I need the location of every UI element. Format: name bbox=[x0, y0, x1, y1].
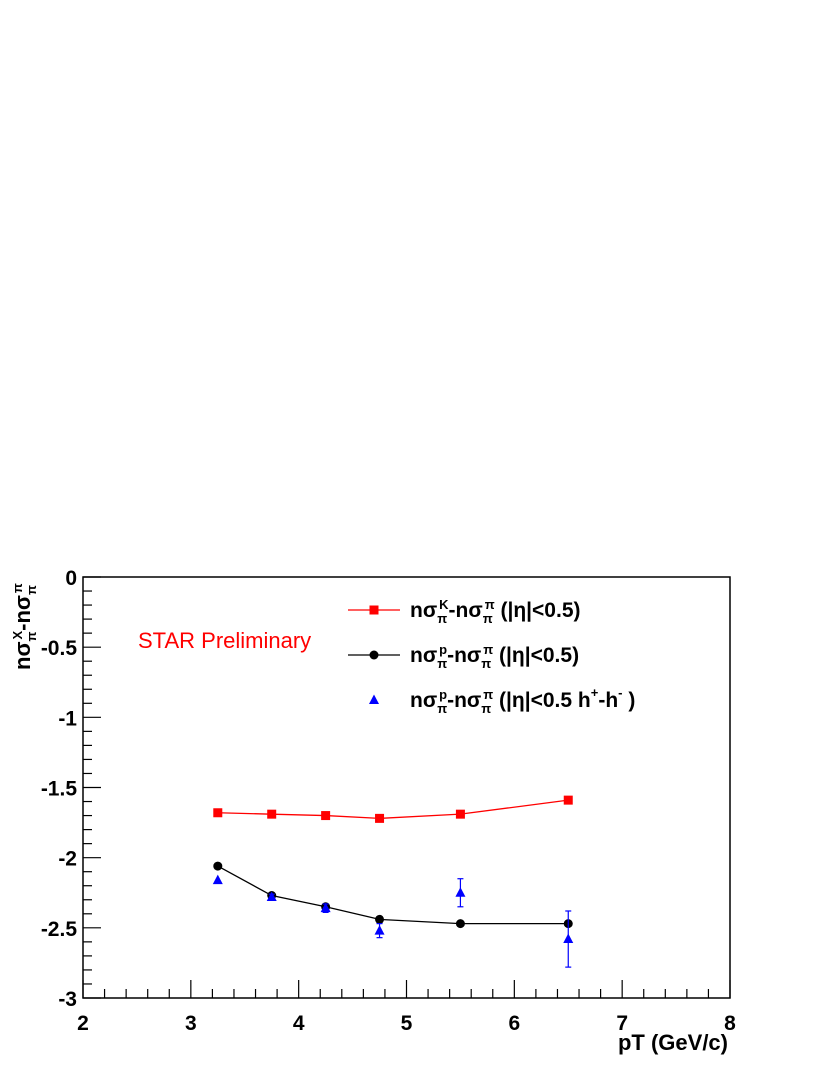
x-tick-labels: 2 3 4 5 6 7 8 bbox=[77, 1012, 736, 1035]
data-point bbox=[455, 919, 465, 929]
data-point bbox=[374, 925, 385, 935]
y-tick-label: -3 bbox=[58, 988, 77, 1011]
y-tick-labels: 0 -0.5 -1 -1.5 -2 -2.5 -3 bbox=[41, 567, 78, 1011]
x-axis-title: pT (GeV/c) bbox=[618, 1030, 728, 1055]
data-point bbox=[213, 808, 223, 818]
y-tick-label: -1.5 bbox=[41, 778, 78, 801]
y-tick-label: -2 bbox=[58, 848, 77, 871]
series-2 bbox=[213, 861, 573, 929]
legend-entry-3: nσπp-nσππ (|η|<0.5 h+-h- ) bbox=[369, 685, 635, 716]
x-tick-label: 8 bbox=[724, 1012, 736, 1035]
legend-marker bbox=[369, 650, 379, 660]
data-point bbox=[212, 874, 223, 885]
data-point bbox=[321, 811, 331, 821]
x-tick-label: 3 bbox=[185, 1012, 197, 1035]
y-tick-label: 0 bbox=[65, 567, 77, 590]
y-axis-title: nσπX-nσππ bbox=[10, 583, 39, 670]
x-tick-label: 2 bbox=[77, 1012, 89, 1035]
series-line bbox=[217, 799, 569, 820]
series-layer bbox=[212, 795, 574, 968]
x-tick-label: 4 bbox=[293, 1012, 305, 1035]
x-tick-label: 7 bbox=[616, 1012, 628, 1035]
legend-label: nσπp-nσππ (|η|<0.5) bbox=[410, 642, 579, 671]
data-point bbox=[375, 813, 385, 823]
data-point bbox=[266, 891, 277, 901]
legend: nσπK-nσππ (|η|<0.5) nσπp-nσππ (|η|<0.5) nσ… bbox=[348, 597, 635, 716]
axis-ticks bbox=[82, 576, 731, 999]
data-point bbox=[455, 809, 465, 819]
legend-entry-1: nσπK-nσππ (|η|<0.5) bbox=[348, 597, 581, 626]
star-preliminary-label: STAR Preliminary bbox=[138, 628, 311, 653]
data-point bbox=[563, 933, 574, 944]
x-tick-label: 6 bbox=[508, 1012, 520, 1035]
series-line bbox=[217, 865, 569, 925]
y-tick-label: -1 bbox=[58, 707, 77, 730]
data-point bbox=[267, 809, 277, 819]
data-point bbox=[563, 795, 573, 805]
x-tick-label: 5 bbox=[401, 1012, 413, 1035]
legend-entry-2: nσπp-nσππ (|η|<0.5) bbox=[348, 642, 579, 671]
series-3 bbox=[212, 874, 574, 968]
legend-marker bbox=[369, 694, 379, 704]
data-point bbox=[455, 887, 466, 897]
data-point bbox=[375, 914, 385, 924]
y-tick-label: -0.5 bbox=[41, 637, 78, 660]
data-point bbox=[320, 902, 331, 913]
legend-marker bbox=[369, 605, 379, 615]
data-point bbox=[213, 861, 223, 871]
legend-label: nσπK-nσππ (|η|<0.5) bbox=[410, 597, 581, 626]
series-1 bbox=[213, 795, 573, 823]
y-tick-label: -2.5 bbox=[41, 918, 78, 941]
legend-label: nσπp-nσππ (|η|<0.5 h+-h- ) bbox=[410, 685, 635, 716]
